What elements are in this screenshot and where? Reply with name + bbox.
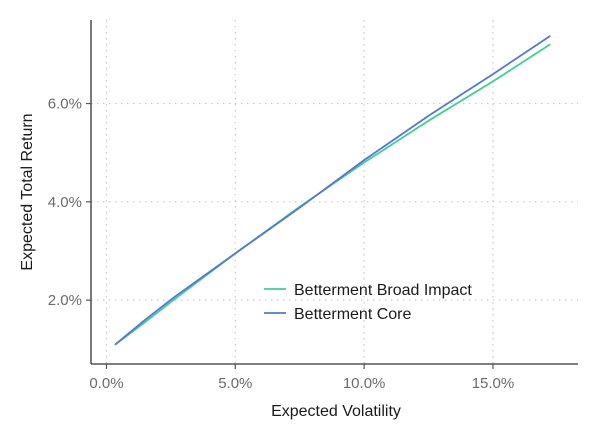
legend-label-broad-impact: Betterment Broad Impact — [294, 282, 472, 299]
x-tick-label: 10.0% — [343, 375, 386, 392]
x-tick-label: 0.0% — [89, 375, 123, 392]
y-tick-label: 4.0% — [48, 194, 82, 211]
x-tick-label: 15.0% — [472, 375, 515, 392]
tick-labels: 0.0% 5.0% 10.0% 15.0% 2.0% 4.0% 6.0% — [48, 96, 514, 392]
x-tick-label: 5.0% — [218, 375, 252, 392]
y-tick-label: 2.0% — [48, 292, 82, 309]
x-axis-title: Expected Volatility — [271, 403, 401, 420]
y-tick-label: 6.0% — [48, 96, 82, 113]
legend: Betterment Broad Impact Betterment Core — [264, 282, 472, 323]
axes — [90, 20, 578, 365]
legend-label-core: Betterment Core — [294, 306, 411, 323]
series-line-core — [114, 35, 551, 346]
series-line-broad-impact — [114, 43, 551, 346]
series-lines — [114, 35, 551, 346]
y-axis-title: Expected Total Return — [19, 113, 36, 270]
